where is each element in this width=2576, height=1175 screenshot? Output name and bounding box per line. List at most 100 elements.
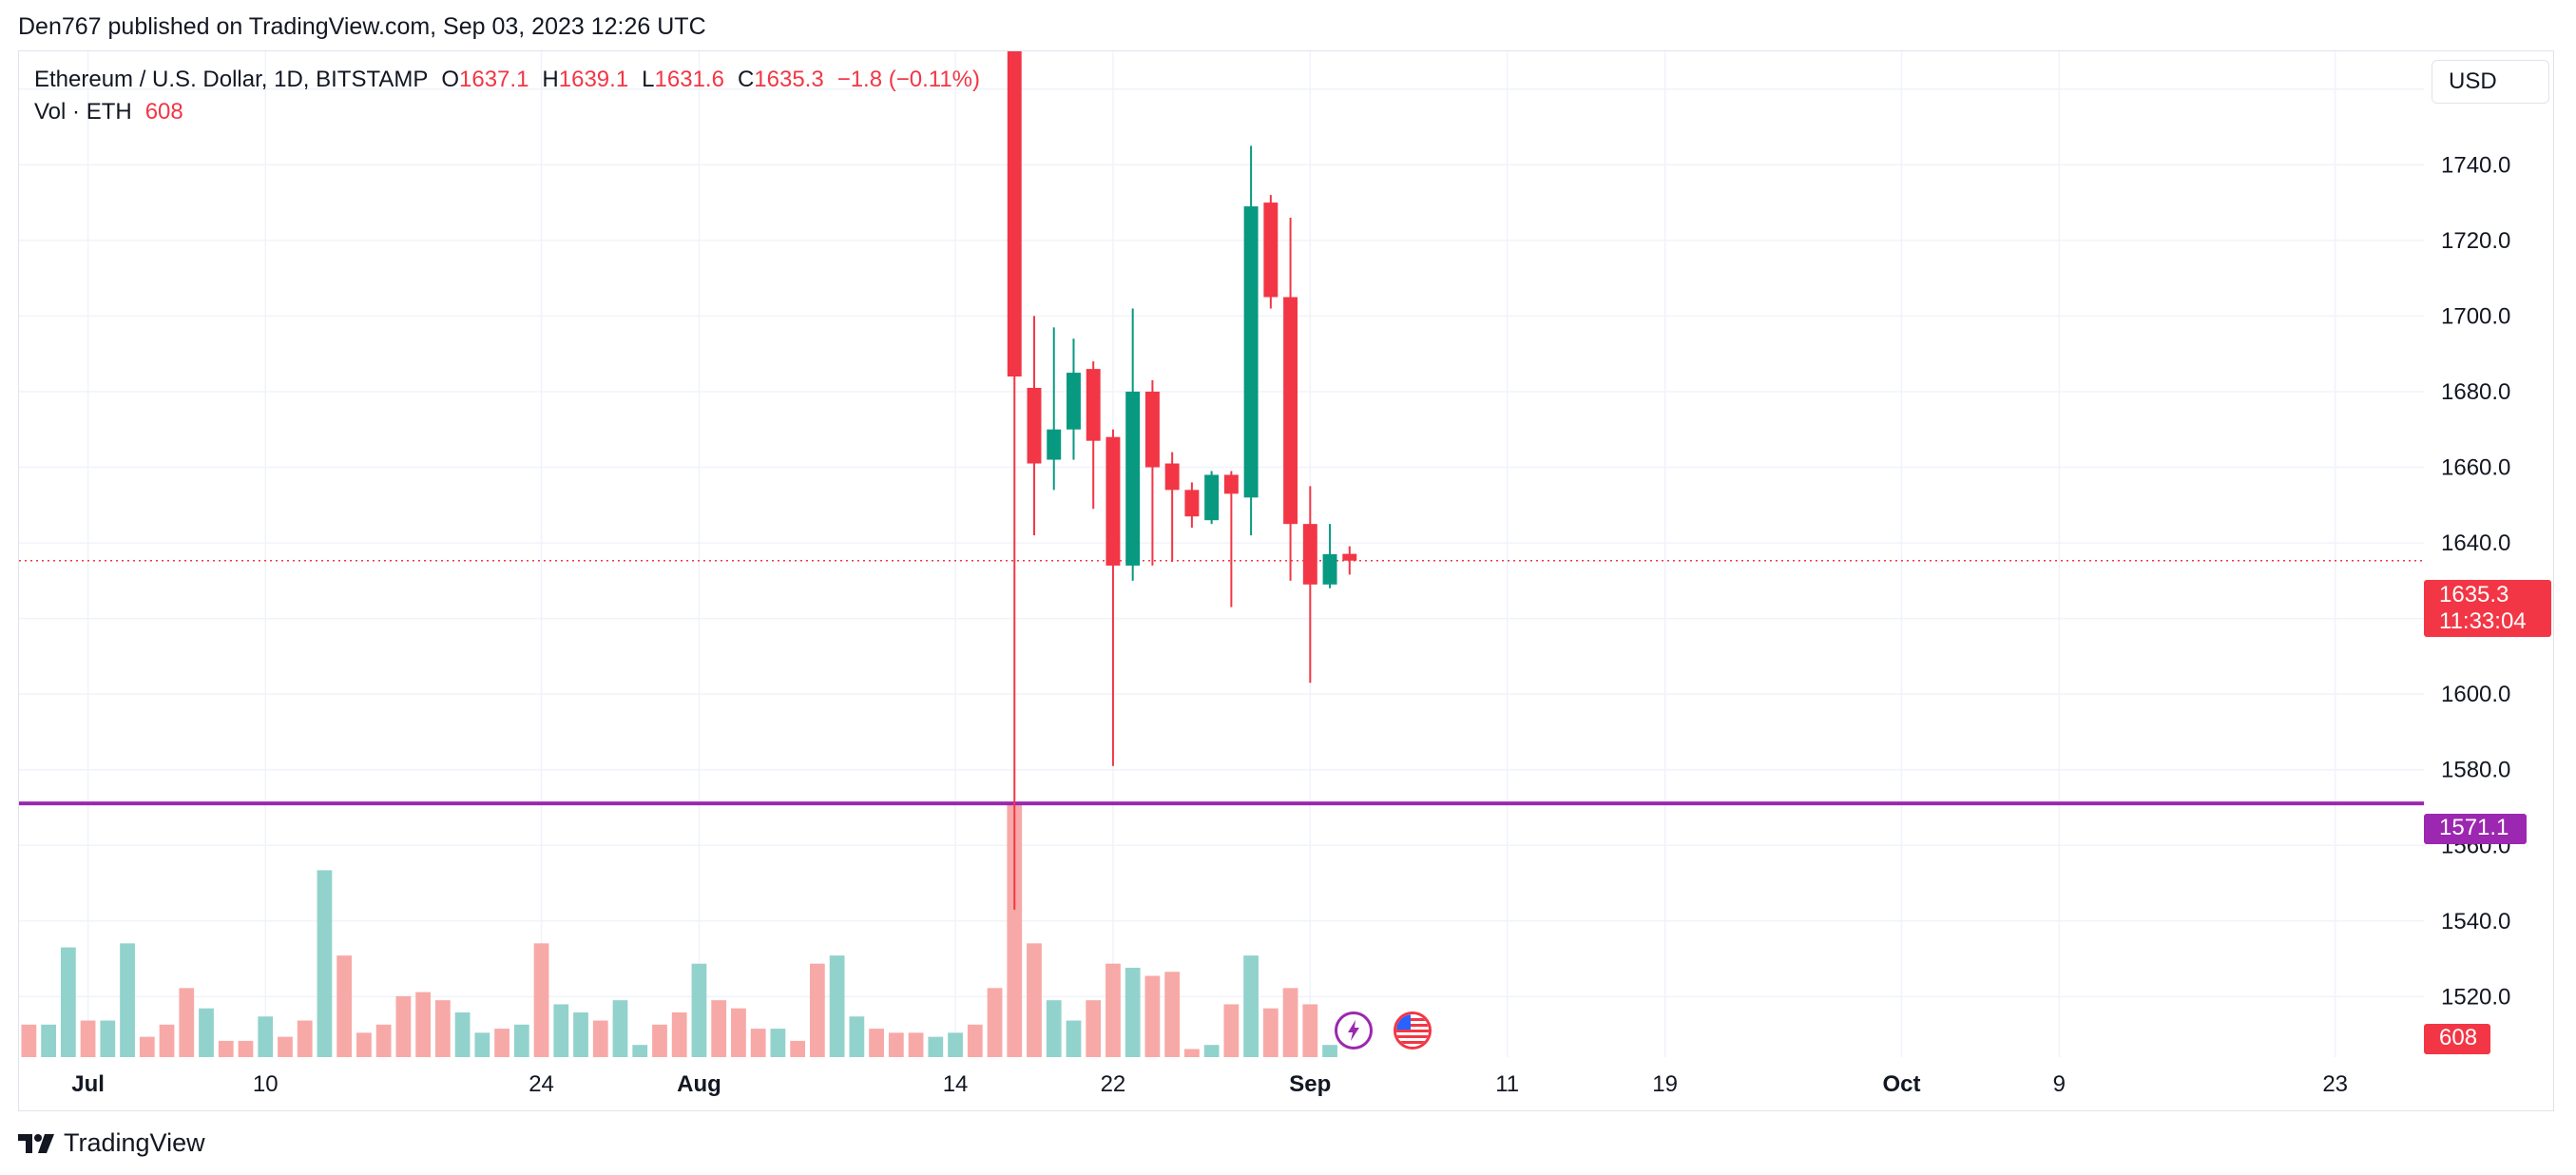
candle-body [1283, 297, 1298, 525]
time-axis: Jul 10 24 Aug 14 22 Sep 11 19 Oct 9 23 [71, 1071, 2348, 1097]
time-tick-label: 11 [1495, 1071, 1519, 1097]
publish-info: Den767 published on TradingView.com, Sep… [18, 13, 706, 40]
last-price-value: 1635.3 [2439, 582, 2509, 607]
volume-bar [139, 1036, 155, 1057]
volume-bar [711, 1000, 727, 1057]
footer-brand[interactable]: TradingView [18, 1128, 205, 1158]
volume-bar [317, 870, 333, 1057]
volume-bar [750, 1029, 766, 1057]
price-tick-label: 1520.0 [2441, 984, 2510, 1010]
volume-bar [415, 992, 432, 1057]
change-value: −1.8 (−0.11%) [836, 67, 981, 92]
candle-body [1263, 202, 1278, 298]
candle-body [1125, 391, 1141, 566]
time-tick-label: Sep [1289, 1071, 1331, 1097]
candle-body [1007, 51, 1022, 377]
volume-value: 608 [144, 99, 183, 125]
volume-bar [592, 1020, 608, 1057]
volume-bar [80, 1020, 96, 1057]
volume-bar [967, 1024, 983, 1057]
volume-bar [1322, 1045, 1337, 1057]
volume-bar [671, 1011, 687, 1057]
volume-bar [1223, 1004, 1240, 1057]
price-tick-label: 1600.0 [2441, 682, 2510, 707]
candles [1007, 51, 1357, 910]
currency-button[interactable]: USD [2432, 60, 2549, 104]
volume-bar [60, 947, 76, 1057]
candle-body [1342, 553, 1357, 561]
volume-bar [1125, 967, 1141, 1057]
time-tick-label: 10 [253, 1071, 279, 1097]
close-label: C [737, 67, 755, 92]
volume-bar [573, 1011, 588, 1057]
volume-bar [888, 1032, 904, 1057]
volume-bar [356, 1032, 372, 1057]
volume-bar [434, 1000, 451, 1057]
chart-frame[interactable] [18, 50, 2554, 1111]
volume-tag: 608 [2424, 1024, 2490, 1054]
volume-bar [770, 1029, 786, 1057]
volume-bar [869, 1029, 884, 1057]
volume-bar [790, 1040, 806, 1057]
volume-bar [652, 1024, 667, 1057]
level-price-tag: 1571.1 [2424, 814, 2527, 844]
candle-body [1164, 463, 1180, 491]
volume-bar [1184, 1049, 1200, 1057]
volume-legend: Vol · ETH 608 [34, 99, 183, 125]
volume-bar [375, 1024, 392, 1057]
price-tick-label: 1740.0 [2441, 152, 2510, 178]
volume-bar [1243, 955, 1259, 1057]
volume-bar [474, 1032, 490, 1057]
volume-bar [1144, 975, 1161, 1057]
last-price-tag: 1635.3 11:33:04 [2424, 580, 2551, 637]
volume-bar [1282, 988, 1298, 1057]
volume-bar [1066, 1020, 1082, 1057]
volume-bar [513, 1024, 529, 1057]
volume-bar [829, 955, 845, 1057]
candle-body [1184, 490, 1200, 517]
candle-body [1302, 524, 1317, 585]
volume-bar [1046, 1000, 1062, 1057]
bar-countdown: 11:33:04 [2439, 608, 2527, 634]
candle-body [1086, 369, 1101, 441]
open-label: O [441, 67, 460, 92]
volume-bar [1302, 1004, 1318, 1057]
volume-bar [21, 1024, 37, 1057]
volume-bar [395, 995, 412, 1057]
volume-label[interactable]: Vol · ETH [34, 99, 132, 125]
price-tick-label: 1720.0 [2441, 228, 2510, 254]
volume-bar [632, 1045, 648, 1057]
price-tick-label: 1700.0 [2441, 303, 2510, 329]
price-tick-label: 1580.0 [2441, 758, 2510, 783]
volume-bar [948, 1032, 963, 1057]
close-value: 1635.3 [754, 67, 824, 92]
us-flag-icon[interactable] [1394, 1011, 1432, 1050]
time-tick-label: 9 [2053, 1071, 2066, 1097]
time-tick-label: 22 [1101, 1071, 1126, 1097]
price-axis: 1520.01540.01560.01580.01600.01620.01640… [2441, 77, 2510, 1011]
volume-bar [179, 988, 195, 1057]
volume-bar [1105, 963, 1121, 1057]
candle-body [1322, 554, 1337, 585]
volume-bar [120, 943, 135, 1057]
time-tick-label: Jul [71, 1071, 105, 1097]
symbol-title[interactable]: Ethereum / U.S. Dollar, 1D, BITSTAMP [34, 67, 429, 92]
volume-bar [553, 1004, 569, 1057]
lightning-icon[interactable] [1335, 1011, 1373, 1050]
time-tick-label: 24 [529, 1071, 554, 1097]
volume-bar [691, 963, 707, 1057]
volume-bar [1027, 943, 1042, 1057]
candle-body [1223, 474, 1239, 494]
ohlc-legend: Ethereum / U.S. Dollar, 1D, BITSTAMP O 163… [34, 67, 980, 93]
volume-bar [731, 1008, 746, 1057]
grid [19, 51, 2424, 1057]
volume-bar [278, 1036, 293, 1057]
high-label: H [542, 67, 559, 92]
volume-bar [908, 1032, 924, 1057]
volume-bar [199, 1008, 214, 1057]
volume-bar [849, 1016, 865, 1057]
volume-bar [494, 1029, 509, 1057]
low-label: L [642, 67, 655, 92]
volume-bar [809, 963, 825, 1057]
